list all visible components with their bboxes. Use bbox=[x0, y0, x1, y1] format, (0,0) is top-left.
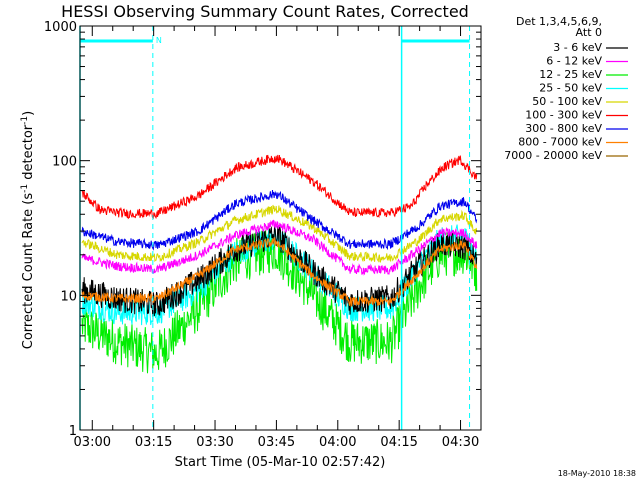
x-tick-label: 03:00 bbox=[74, 435, 111, 450]
x-tick-label: 03:45 bbox=[258, 435, 295, 450]
y-axis-label-end: ) bbox=[21, 111, 36, 116]
y-axis-label-sup1: -1 bbox=[20, 184, 30, 193]
series-line-6 bbox=[81, 189, 478, 251]
series-line-0 bbox=[81, 224, 478, 317]
series-line-1 bbox=[81, 219, 478, 276]
legend-header: Att 0 bbox=[576, 26, 602, 39]
axes: 1 10 100 1000 03:00 03:15 03:30 03:45 04:00 04:15… bbox=[44, 20, 482, 450]
legend-entry-label: 300 - 800 keV bbox=[525, 122, 602, 135]
plot-frame bbox=[79, 25, 482, 431]
y-tick-label: 100 bbox=[52, 155, 77, 170]
legend-entry-label: 25 - 50 keV bbox=[539, 82, 602, 95]
y-axis-label-mid: detector bbox=[21, 124, 36, 184]
x-axis-label: Start Time (05-Mar-10 02:57:42) bbox=[175, 455, 386, 470]
y-tick-label: 1000 bbox=[44, 20, 77, 35]
series-line-7 bbox=[81, 237, 478, 308]
y-axis-label-main: Corrected Count Rate (s bbox=[21, 193, 36, 350]
legend-header: Det 1,3,4,5,6,9, bbox=[516, 15, 602, 28]
series-layer bbox=[81, 154, 478, 374]
x-tick-label: 03:15 bbox=[135, 435, 172, 450]
y-axis-label-sup2: -1 bbox=[20, 116, 30, 125]
legend-entry-label: 800 - 7000 keV bbox=[518, 136, 602, 149]
series-line-4 bbox=[81, 204, 478, 263]
y-tick-label: 10 bbox=[60, 289, 77, 304]
y-tick-label: 1 bbox=[69, 424, 77, 439]
x-tick-label: 04:30 bbox=[442, 435, 479, 450]
legend-entry-label: 100 - 300 keV bbox=[525, 109, 602, 122]
x-tick-label: 04:00 bbox=[319, 435, 356, 450]
legend-entry-label: 6 - 12 keV bbox=[546, 55, 602, 68]
chart-title: HESSI Observing Summary Count Rates, Cor… bbox=[61, 2, 469, 21]
legend-entry-label: 12 - 25 keV bbox=[539, 68, 602, 81]
legend-entry-label: 3 - 6 keV bbox=[553, 41, 602, 54]
legend-entry-label: 50 - 100 keV bbox=[532, 95, 602, 108]
x-tick-label: 04:15 bbox=[380, 435, 417, 450]
legend-entry-label: 7000 - 20000 keV bbox=[504, 149, 602, 162]
footer-timestamp: 18-May-2010 18:38 bbox=[558, 469, 636, 478]
series-line-5 bbox=[81, 154, 478, 220]
night-label: N bbox=[156, 36, 162, 45]
series-line-2 bbox=[81, 230, 478, 374]
x-tick-label: 03:30 bbox=[196, 435, 233, 450]
y-axis-label: Corrected Count Rate (s-1 detector-1) bbox=[20, 111, 36, 349]
